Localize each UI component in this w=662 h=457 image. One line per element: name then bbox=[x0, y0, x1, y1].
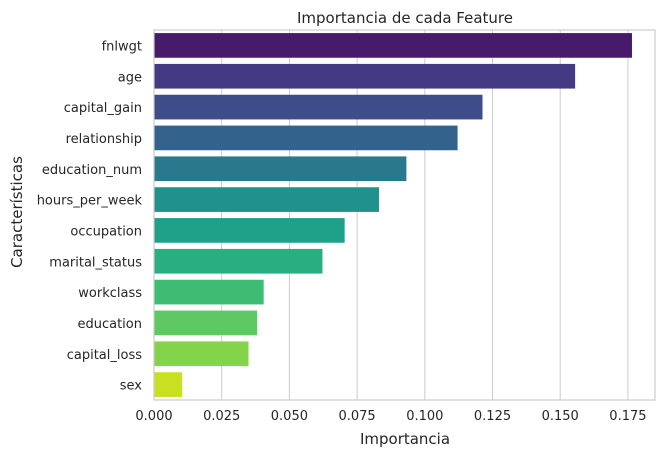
bar-education-num bbox=[154, 156, 407, 182]
y-tick-label: sex bbox=[120, 379, 143, 394]
bar-hours-per-week bbox=[154, 187, 380, 212]
y-tick-label: fnlwgt bbox=[102, 39, 142, 54]
bar-education bbox=[154, 310, 258, 336]
bar-capital-gain bbox=[154, 94, 483, 120]
gridlines bbox=[221, 30, 629, 400]
chart-title: Importancia de cada Feature bbox=[297, 9, 513, 27]
bar-marital-status bbox=[154, 248, 323, 274]
x-tick-label: 0.175 bbox=[609, 409, 646, 424]
bars bbox=[154, 33, 632, 397]
bar-workclass bbox=[154, 279, 264, 305]
bar-fnlwgt bbox=[154, 33, 632, 58]
y-tick-label: marital_status bbox=[49, 255, 142, 270]
bar-occupation bbox=[154, 218, 345, 243]
x-tick-label: 0.100 bbox=[406, 409, 443, 424]
plot-border bbox=[153, 29, 656, 401]
x-tick-label: 0.000 bbox=[135, 409, 172, 424]
y-axis-ticks: fnlwgt age capital_gain relationship educati… bbox=[37, 39, 143, 393]
y-tick-label: relationship bbox=[66, 132, 142, 147]
y-tick-label: education bbox=[77, 317, 142, 332]
x-tick-label: 0.050 bbox=[271, 409, 308, 424]
bar-capital-loss bbox=[154, 341, 249, 367]
bar-age bbox=[154, 63, 576, 89]
y-tick-label: capital_gain bbox=[64, 101, 142, 116]
y-axis-label: Características bbox=[8, 156, 26, 268]
x-tick-label: 0.125 bbox=[474, 409, 511, 424]
x-tick-label: 0.150 bbox=[542, 409, 579, 424]
bar-relationship bbox=[154, 125, 458, 151]
x-axis-label: Importancia bbox=[360, 430, 450, 448]
x-tick-label: 0.025 bbox=[203, 409, 240, 424]
y-tick-label: education_num bbox=[42, 163, 142, 178]
y-tick-label: age bbox=[118, 70, 142, 85]
y-tick-label: occupation bbox=[70, 224, 142, 239]
y-tick-label: workclass bbox=[78, 286, 142, 301]
y-tick-label: hours_per_week bbox=[37, 194, 143, 209]
y-tick-label: capital_loss bbox=[67, 348, 142, 363]
plot-frame bbox=[153, 29, 656, 401]
x-axis-ticks: 0.000 0.025 0.050 0.075 0.100 0.125 0.150 0.175 bbox=[135, 409, 646, 424]
bar-sex bbox=[154, 372, 183, 397]
x-tick-label: 0.075 bbox=[338, 409, 375, 424]
